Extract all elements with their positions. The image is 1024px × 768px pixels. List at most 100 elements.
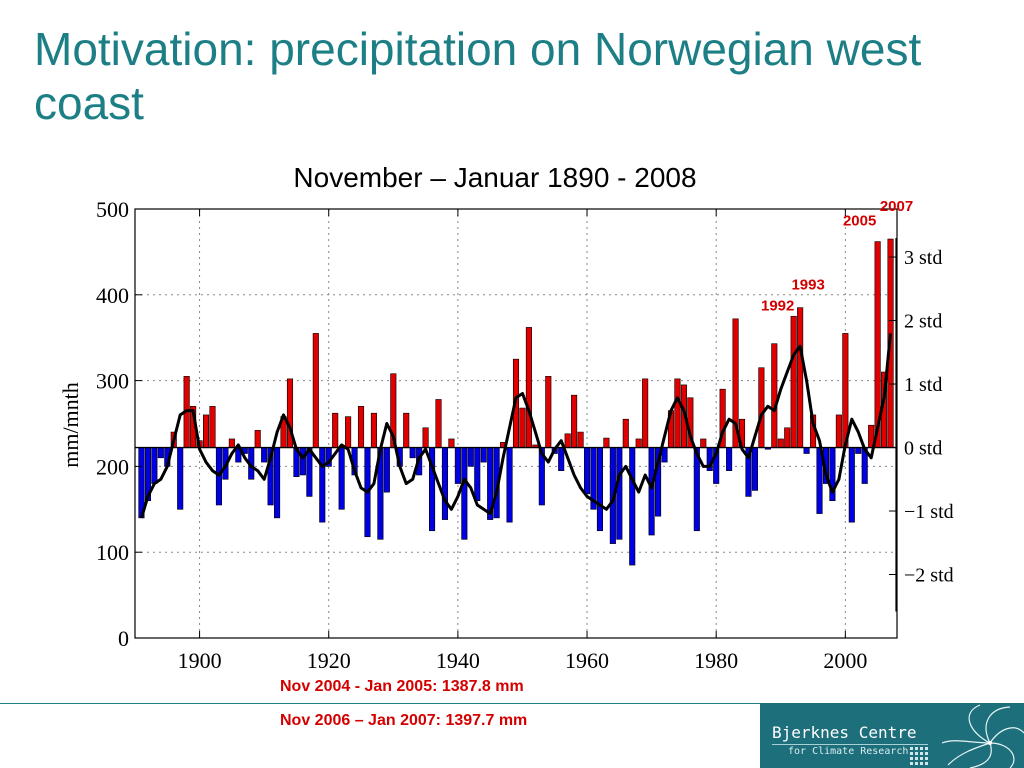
bar-1968 [635, 438, 642, 448]
bar-1948 [506, 447, 513, 523]
bar-1987 [758, 367, 765, 448]
year-annotation-2005: 2005 [843, 213, 876, 230]
footer-divider [0, 703, 1024, 704]
bar-1954 [545, 376, 552, 448]
plot-frame [134, 208, 898, 639]
bar-1944 [480, 447, 487, 463]
bar-1940 [454, 447, 461, 484]
logo-name: Bjerknes Centre [772, 723, 917, 742]
y-tick-label: 200 [96, 454, 129, 479]
smoothed-curve-layer [140, 333, 892, 519]
bar-1917 [306, 447, 313, 497]
bar-1925 [357, 406, 365, 448]
bar-1921 [332, 412, 339, 448]
x-tick-label: 1980 [694, 648, 738, 673]
bar-1960 [583, 447, 591, 495]
chart-title: November – Januar 1890 - 2008 [293, 162, 697, 193]
bar-1942 [467, 447, 474, 467]
bar-1951 [525, 327, 532, 448]
bar-1927 [370, 412, 377, 448]
bar-1929 [383, 447, 390, 493]
y-tick-label: 300 [96, 369, 129, 394]
tick-labels: 1900 1920 1940 1960 1980 2000 0 100 200 300 400 500… [96, 197, 954, 673]
bar-1941 [461, 447, 468, 540]
y-axis-label: mm/mnth [58, 382, 83, 468]
bar-1974 [674, 378, 681, 448]
bjerknes-logo: Bjerknes Centre for Climate Research [760, 703, 1024, 768]
bar-1939 [448, 438, 455, 448]
bar-2001 [848, 447, 855, 523]
bar-1991 [784, 427, 791, 448]
bar-1950 [519, 407, 526, 448]
x-tick-label: 1960 [565, 648, 609, 673]
bar-1986 [751, 447, 758, 491]
year-annotation-1992: 1992 [761, 297, 794, 314]
bar-1935 [422, 427, 429, 448]
bar-1919 [319, 447, 326, 523]
bar-1959 [577, 431, 584, 448]
y-tick-label: 500 [96, 197, 129, 222]
bar-1970 [648, 447, 655, 536]
y-tick-label: 400 [96, 283, 129, 308]
bar-1966 [622, 418, 629, 448]
logo-grid-icon [910, 747, 928, 765]
bar-1933 [409, 447, 416, 459]
bar-1902 [209, 406, 216, 448]
bar-1963 [603, 437, 610, 448]
swirl-icon [941, 704, 1024, 768]
bar-1994 [803, 447, 810, 454]
year-annotation-1993: 1993 [791, 277, 824, 294]
bar-1956 [558, 447, 565, 471]
logo-divider [772, 744, 928, 745]
std-tick-label: 3 std [904, 247, 942, 269]
note-2004-2005: Nov 2004 - Jan 2005: 1387.8 mm [276, 678, 528, 696]
std-tick-label: 1 std [904, 374, 942, 396]
bar-1894 [157, 447, 164, 459]
year-annotation-2007: 2007 [880, 198, 913, 215]
bar-1937 [435, 399, 442, 448]
x-tick-label: 1900 [178, 648, 222, 673]
std-tick-label: −1 std [904, 501, 954, 523]
bar-1982 [726, 447, 733, 471]
bar-1969 [642, 378, 649, 448]
x-tick-label: 2000 [823, 648, 867, 673]
bar-1999 [835, 414, 842, 448]
bar-1993 [797, 307, 804, 448]
smoothed-curve [140, 333, 892, 519]
bar-1912 [274, 447, 281, 519]
bar-1990 [777, 438, 784, 448]
bar-1932 [403, 412, 410, 448]
bar-1893 [151, 447, 158, 484]
note-2006-2007: Nov 2006 – Jan 2007: 1397.7 mm [276, 712, 532, 730]
bar-1962 [596, 447, 603, 532]
precipitation-chart: 1900 1920 1940 1960 1980 2000 0 100 200 300 400 500… [58, 197, 954, 673]
bar-1943 [474, 447, 481, 502]
bar-1909 [254, 430, 261, 448]
std-tick-label: 0 std [904, 438, 942, 460]
bar-1897 [177, 447, 184, 510]
bar-1918 [312, 333, 319, 448]
x-tick-label: 1940 [436, 648, 480, 673]
bar-1922 [338, 447, 345, 510]
bar-1910 [261, 447, 268, 463]
bar-1916 [299, 447, 306, 476]
logo-subtitle: for Climate Research [788, 746, 909, 757]
bar-1958 [571, 394, 578, 448]
bar-2002 [855, 447, 862, 454]
bar-1992 [790, 315, 797, 448]
y-tick-label: 100 [96, 540, 129, 565]
bar-2000 [842, 333, 849, 448]
std-tick-label: 2 std [904, 311, 942, 333]
bar-1989 [771, 343, 778, 448]
bar-1965 [616, 447, 623, 540]
slide-title: Motivation: precipitation on Norwegian w… [34, 23, 922, 129]
bar-1957 [564, 433, 571, 448]
bar-1967 [629, 447, 636, 566]
bar-1938 [441, 447, 449, 520]
bar-1978 [700, 438, 707, 448]
x-tick-label: 1920 [307, 648, 351, 673]
bar-1923 [345, 416, 352, 448]
std-tick-label: −2 std [904, 565, 954, 587]
bar-1905 [228, 438, 235, 448]
